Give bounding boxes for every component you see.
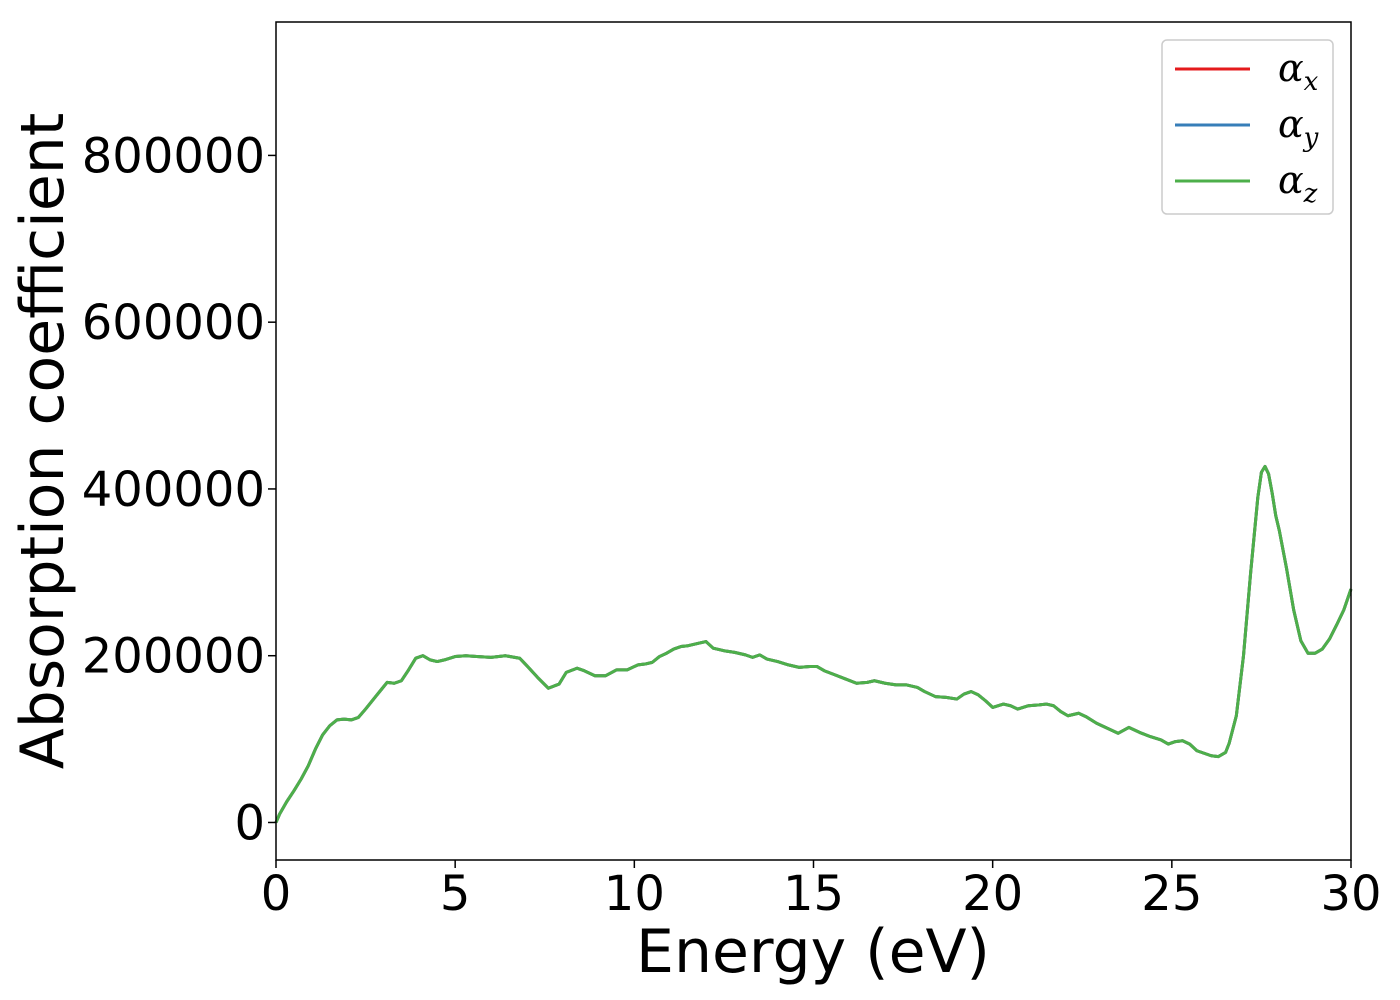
- x-tick-label-0: 0: [261, 866, 292, 922]
- y-tick-label-4: 800000: [82, 128, 265, 184]
- x-tick-label-4: 20: [962, 866, 1023, 922]
- y-axis-ticks: 0 200000 400000 600000 800000: [82, 128, 276, 851]
- y-tick-label-0: 0: [234, 795, 265, 851]
- x-tick-label-5: 25: [1141, 866, 1202, 922]
- x-axis-label: Energy (eV): [636, 917, 990, 987]
- x-tick-label-2: 10: [604, 866, 665, 922]
- y-axis-label: Absorption coefficient: [8, 113, 78, 770]
- y-tick-label-1: 200000: [82, 629, 265, 685]
- y-tick-label-2: 400000: [82, 462, 265, 518]
- legend-label-0: αx: [1278, 46, 1319, 97]
- y-tick-label-3: 600000: [82, 295, 265, 351]
- x-tick-label-1: 5: [440, 866, 471, 922]
- x-tick-label-3: 15: [783, 866, 844, 922]
- legend-label-1: αy: [1278, 102, 1319, 153]
- legend-box: [1161, 39, 1334, 215]
- x-axis-ticks: 0 5 10 15 20 25 30: [261, 860, 1382, 922]
- series-layer: [274, 464, 1353, 824]
- x-tick-label-6: 30: [1320, 866, 1381, 922]
- series-line-2: [274, 464, 1353, 824]
- legend-label-2: αz: [1278, 158, 1318, 209]
